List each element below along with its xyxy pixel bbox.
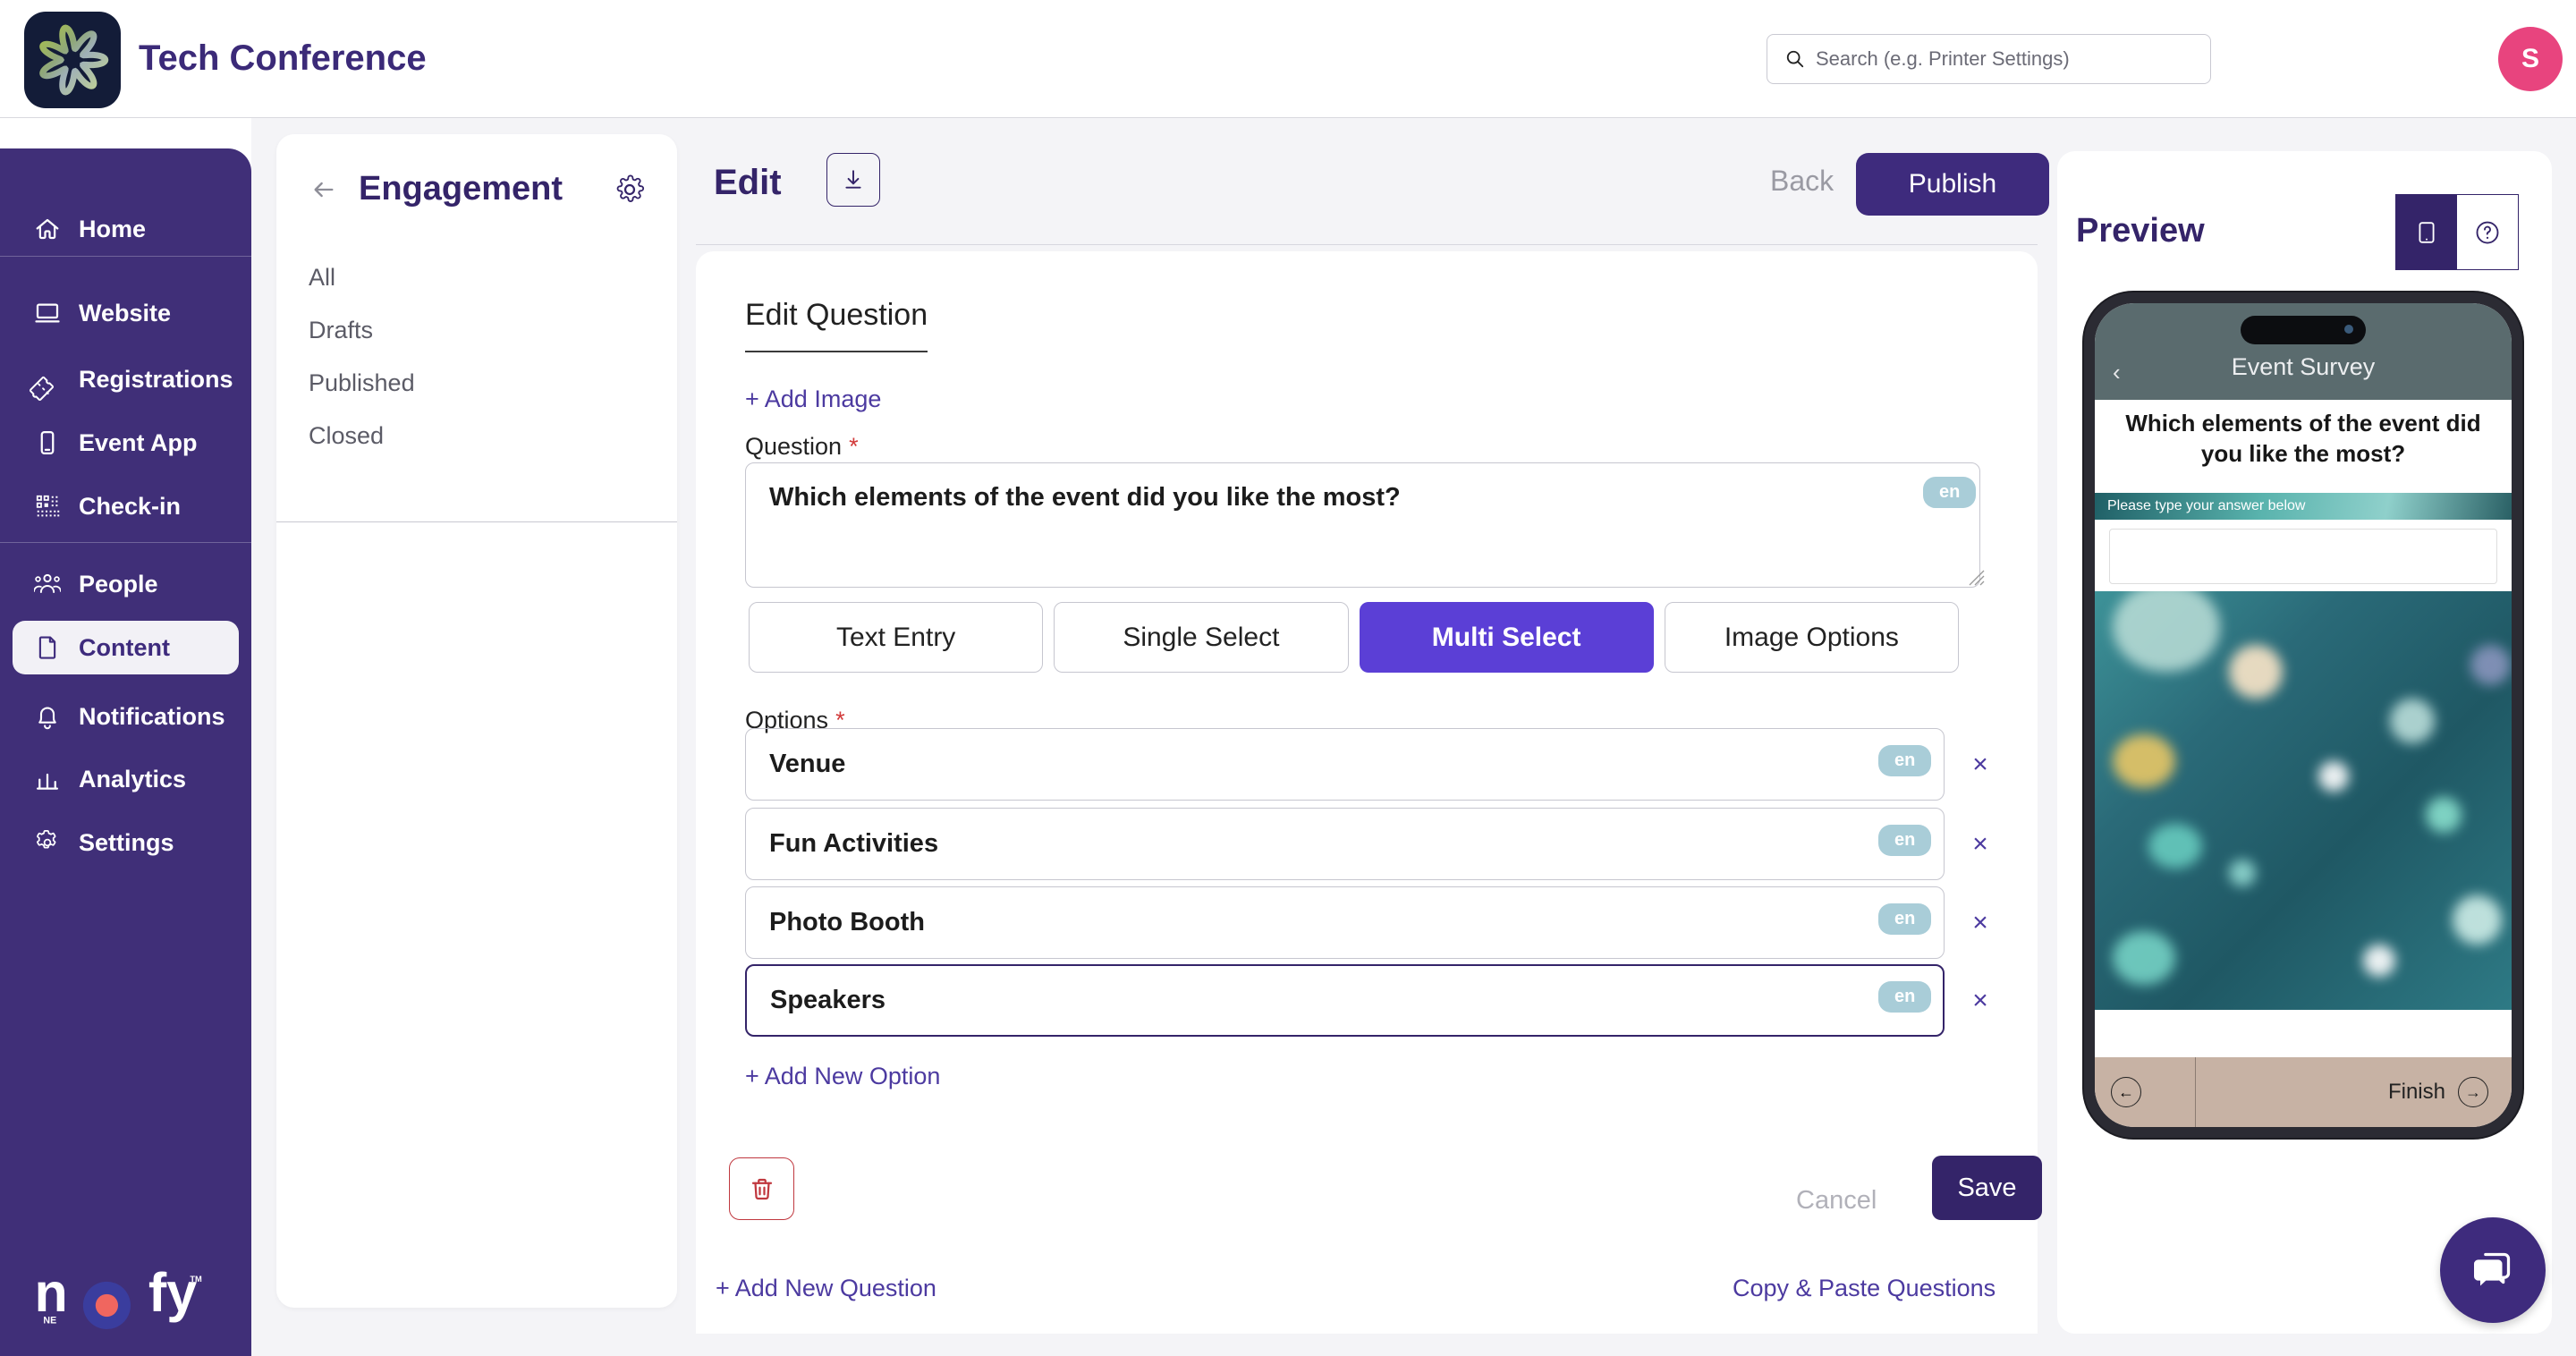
svg-text:NE: NE <box>43 1315 56 1326</box>
svg-text:TM: TM <box>190 1275 202 1284</box>
svg-text:n: n <box>34 1264 67 1323</box>
svg-text:fy: fy <box>148 1264 197 1323</box>
